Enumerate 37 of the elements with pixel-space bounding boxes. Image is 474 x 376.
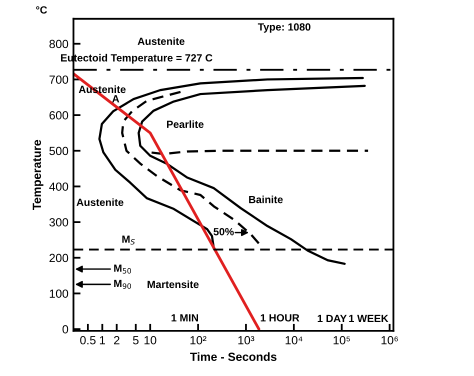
y-tick-label: 600: [50, 111, 68, 120]
annotation: 1 MIN: [172, 314, 198, 322]
annotation: 50%: [214, 228, 234, 236]
x-tick-label: 10⁶: [382, 336, 398, 344]
y-tick-label: 200: [50, 254, 68, 262]
annotation: M$_{90}$: [114, 280, 132, 289]
x-axis-title: Time - Seconds: [190, 352, 276, 361]
x-tick-label: 10: [144, 336, 156, 344]
annotation: Bainite: [249, 196, 283, 204]
y-tick-label: 400: [49, 182, 68, 191]
x-tick-label: 1: [100, 336, 106, 344]
y-tick-label: 0: [62, 325, 68, 334]
y-tick-label: 800: [49, 40, 68, 48]
y-tick-label: 700: [50, 75, 68, 84]
annotation: 1 HOUR: [260, 314, 300, 322]
x-tick-label: 10³: [238, 336, 254, 344]
y-tick-label: 500: [49, 146, 68, 156]
annotation: Austenite: [138, 37, 185, 45]
y-axis-title: Temperature: [32, 140, 44, 210]
annotation: Martensite: [148, 280, 199, 288]
x-tick-label: 2: [114, 336, 120, 344]
annotation: 1 DAY: [318, 314, 347, 322]
x-tick-label: 10²: [190, 336, 206, 344]
annotation: 1 WEEK: [349, 314, 388, 322]
annotation: Austenite: [76, 198, 124, 206]
annotation: M$_{50}$: [114, 264, 132, 274]
x-tick-label: 10⁴: [286, 336, 302, 344]
annotation: Type: 1080: [258, 23, 310, 33]
x-tick-label: 0.5: [80, 336, 96, 344]
annotation: M$_{S}$: [122, 236, 135, 245]
x-tick-label: 10⁵: [334, 336, 350, 344]
annotation: A: [112, 95, 120, 102]
annotation: Pearlite: [167, 120, 204, 128]
y-tick-label: 100: [50, 289, 68, 298]
text: °C: [36, 6, 48, 14]
x-tick-label: 5: [132, 336, 139, 344]
y-tick-label: 300: [49, 218, 68, 226]
